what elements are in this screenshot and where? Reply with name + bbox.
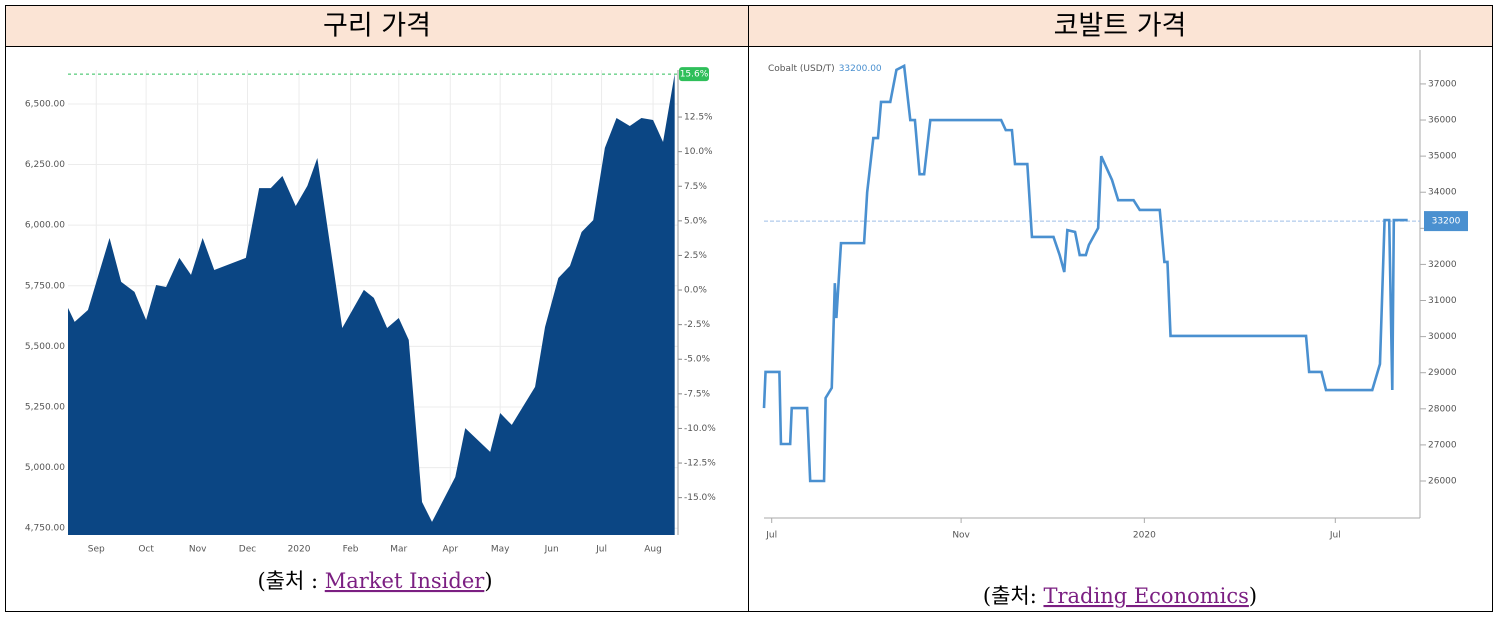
- x-tick-label: Oct: [138, 545, 154, 555]
- y2-tick-label: -5.0%: [684, 355, 711, 365]
- caption-suffix: ): [484, 569, 492, 593]
- source-link[interactable]: Trading Economics: [1043, 584, 1248, 608]
- caption-suffix: ): [1249, 584, 1257, 608]
- y2-tick-label: -15.0%: [684, 493, 716, 503]
- y-tick-label: 5,750.00: [25, 281, 65, 291]
- x-tick-label: Sep: [88, 545, 105, 555]
- y-tick-label: 5,000.00: [25, 463, 65, 473]
- y2-tick-label: 0.0%: [684, 286, 707, 296]
- value-badge-label: 15.6%: [680, 70, 709, 80]
- y-tick-label: 5,250.00: [25, 402, 65, 412]
- y2-tick-label: 5.0%: [684, 216, 707, 226]
- source-link[interactable]: Market Insider: [325, 569, 486, 593]
- y-tick-label: 31000: [1428, 296, 1457, 306]
- y-tick-label: 6,250.00: [25, 160, 65, 170]
- caption-prefix: (출처 :: [257, 569, 324, 593]
- header: 구리 가격: [323, 11, 431, 42]
- y2-tick-label: -10.0%: [684, 424, 716, 434]
- x-tick-label: Mar: [390, 545, 407, 555]
- y-tick-label: 30000: [1428, 332, 1457, 342]
- x-tick-label: Apr: [442, 545, 458, 555]
- header: 코발트 가격: [1054, 11, 1187, 42]
- caption: (출처: Trading Economics): [983, 584, 1257, 608]
- x-tick-label: Aug: [644, 545, 662, 555]
- x-tick-label: Dec: [239, 545, 256, 555]
- y-tick-label: 32000: [1428, 260, 1457, 270]
- y-tick-label: 26000: [1428, 477, 1457, 487]
- area: [68, 73, 675, 536]
- x-tick-label: 2020: [1133, 531, 1156, 541]
- y-tick-label: 6,000.00: [25, 221, 65, 231]
- y2-tick-label: 10.0%: [684, 147, 713, 157]
- y2-tick-label: -12.5%: [684, 459, 716, 469]
- y-tick-label: 6,500.00: [25, 99, 65, 109]
- y2-tick-label: -2.5%: [684, 320, 711, 330]
- current-value: 33200.00: [839, 64, 882, 74]
- y-tick-label: 27000: [1428, 440, 1457, 450]
- y2-tick-label: 12.5%: [684, 113, 713, 123]
- x-tick-label: Jul: [1329, 531, 1341, 541]
- title: Cobalt (USD/T): [768, 64, 835, 74]
- value-badge-label: 33200: [1432, 217, 1461, 227]
- y-tick-label: 5,500.00: [25, 342, 65, 352]
- value-badge: [1424, 211, 1468, 232]
- chart-title: Cobalt (USD/T) 33200.00: [768, 64, 882, 74]
- y-tick-label: 34000: [1428, 188, 1457, 198]
- x-tick-label: 2020: [288, 545, 311, 555]
- y-tick-label: 29000: [1428, 368, 1457, 378]
- y2-tick-label: 2.5%: [684, 251, 707, 261]
- x-tick-label: Nov: [189, 545, 207, 555]
- y-tick-label: 35000: [1428, 152, 1457, 162]
- caption-prefix: (출처:: [983, 584, 1044, 608]
- y-tick-label: 4,750.00: [25, 524, 65, 534]
- y2-tick-label: 7.5%: [684, 182, 707, 192]
- y2-tick-label: -7.5%: [684, 389, 711, 399]
- x-tick-label: Jul: [765, 531, 777, 541]
- x-tick-label: Feb: [343, 545, 359, 555]
- y-tick-label: 36000: [1428, 116, 1457, 126]
- caption: (출처 : Market Insider): [257, 569, 492, 593]
- y-tick-label: 37000: [1428, 79, 1457, 89]
- x-tick-label: Jun: [544, 545, 559, 555]
- line: [762, 63, 1408, 483]
- x-tick-label: Jul: [595, 545, 607, 555]
- y-tick-label: 28000: [1428, 404, 1457, 414]
- x-tick-label: May: [491, 545, 510, 555]
- value-badge: [679, 67, 709, 82]
- x-tick-label: Nov: [952, 531, 970, 541]
